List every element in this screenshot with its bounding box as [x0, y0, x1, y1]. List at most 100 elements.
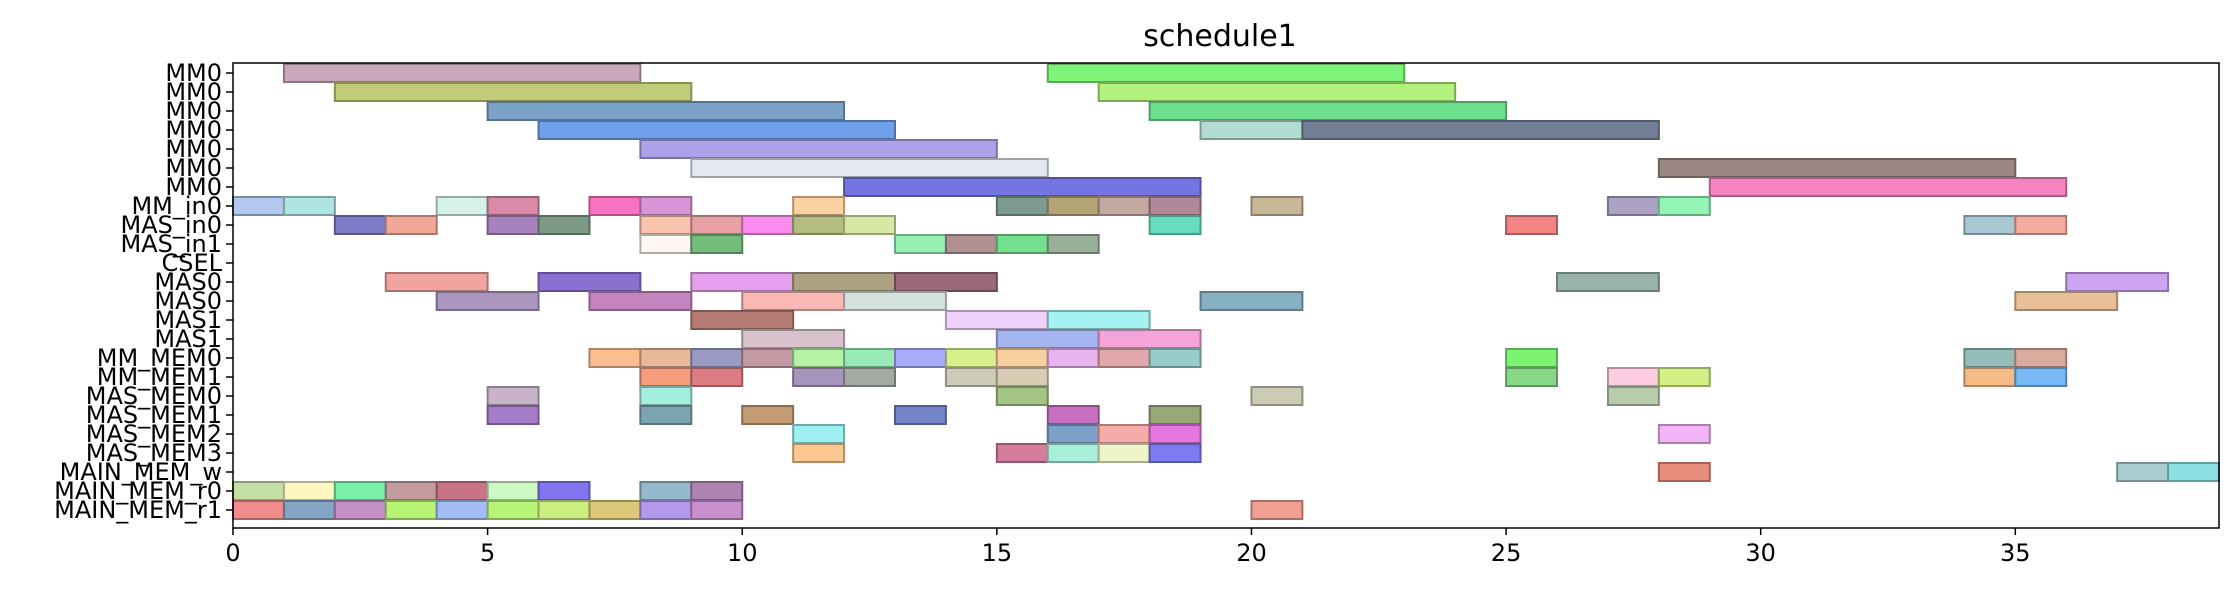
task-bar: [282, 63, 642, 83]
task-bar: [894, 234, 947, 254]
task-bar: [1148, 215, 1202, 235]
task-bar: [894, 348, 947, 368]
task-bar: [1097, 424, 1151, 444]
task-bar: [588, 291, 693, 311]
y-tick-label: MAS_MEM1: [86, 401, 222, 429]
y-tick-label: MM_in0: [131, 192, 222, 220]
y-tick-label: MAS_MEM0: [86, 382, 222, 410]
y-tick-label: MM0: [165, 116, 222, 144]
task-bar: [2065, 272, 2170, 292]
task-bar: [1657, 158, 2017, 178]
task-bar: [232, 500, 285, 520]
task-bar: [792, 196, 846, 216]
task-bar: [282, 481, 336, 501]
task-bar: [1097, 82, 1457, 102]
task-bar: [690, 158, 1049, 178]
task-bar: [2116, 462, 2170, 482]
y-tick-label: MM0: [165, 154, 222, 182]
y-tick-label: MAS_MEM2: [86, 420, 222, 448]
task-bar: [995, 386, 1049, 406]
task-bar: [995, 443, 1049, 463]
task-bar: [435, 481, 489, 501]
y-tick-label: MM0: [165, 59, 222, 87]
task-bar: [792, 272, 897, 292]
task-bar: [232, 481, 285, 501]
task-bar: [639, 139, 998, 159]
task-bar: [1505, 348, 1558, 368]
y-tick-label: MM0: [165, 97, 222, 125]
y-tick-label: MM0: [165, 173, 222, 201]
y-tick-label: MAIN_MEM_r1: [54, 496, 222, 524]
x-tick-label: 25: [1491, 539, 1522, 567]
task-bar: [792, 367, 846, 387]
task-bar: [435, 291, 540, 311]
task-bar: [1606, 367, 1660, 387]
task-bar: [486, 500, 540, 520]
task-bar: [690, 348, 744, 368]
task-bar: [690, 481, 744, 501]
task-bar: [486, 405, 540, 425]
y-tick-label: MAS_MEM3: [86, 439, 222, 467]
task-bar: [894, 405, 947, 425]
task-bar: [384, 500, 438, 520]
task-bar: [1046, 348, 1100, 368]
task-bar: [1250, 196, 1304, 216]
task-bar: [944, 348, 998, 368]
task-bar: [690, 310, 795, 330]
y-tick-label: MM0: [165, 78, 222, 106]
task-bar: [1657, 424, 1711, 444]
task-bar: [944, 310, 1049, 330]
task-bar: [639, 234, 693, 254]
x-tick-label: 5: [480, 539, 495, 567]
task-bar: [741, 291, 846, 311]
task-bar: [639, 348, 693, 368]
task-bar: [741, 348, 795, 368]
task-bar: [1505, 367, 1558, 387]
task-bar: [792, 348, 846, 368]
task-bar: [537, 500, 591, 520]
task-bar: [1657, 462, 1711, 482]
task-bar: [1556, 272, 1660, 292]
x-tick-label: 10: [727, 539, 758, 567]
task-bar: [282, 500, 336, 520]
y-tick-label: MAS0: [154, 268, 222, 296]
y-tick-label: CSEL: [161, 249, 222, 277]
y-tick-label: MAIN_MEM_r0: [54, 477, 222, 505]
task-bar: [588, 196, 642, 216]
task-bar: [333, 215, 387, 235]
task-bar: [537, 120, 896, 140]
task-bar: [2167, 462, 2220, 482]
x-tick-label: 20: [1236, 539, 1267, 567]
task-bar: [1708, 177, 2068, 197]
task-bar: [1963, 367, 2017, 387]
task-bar: [639, 215, 693, 235]
y-tick-label: MM_MEM0: [97, 344, 222, 372]
task-bar: [2014, 291, 2119, 311]
task-bar: [741, 405, 795, 425]
task-bar: [995, 348, 1049, 368]
task-bar: [1148, 424, 1202, 444]
task-bar: [1505, 215, 1558, 235]
task-bar: [792, 424, 846, 444]
task-bar: [843, 291, 947, 311]
task-bar: [537, 215, 591, 235]
x-tick-label: 15: [982, 539, 1013, 567]
y-tick-label: MAS1: [154, 325, 222, 353]
task-bar: [792, 215, 846, 235]
task-bar: [537, 272, 642, 292]
task-bar: [282, 196, 336, 216]
task-bar: [1148, 405, 1202, 425]
task-bar: [537, 481, 591, 501]
task-bar: [1963, 215, 2017, 235]
x-tick-label: 30: [1745, 539, 1776, 567]
task-bar: [384, 481, 438, 501]
task-bar: [843, 177, 1202, 197]
task-bar: [2014, 367, 2068, 387]
task-bar: [1148, 101, 1508, 121]
y-tick-label: MM0: [165, 135, 222, 163]
task-bar: [333, 500, 387, 520]
task-bar: [1657, 196, 1711, 216]
y-tick-label: MAS_in1: [120, 230, 222, 258]
task-bar: [486, 386, 540, 406]
task-bar: [486, 196, 540, 216]
